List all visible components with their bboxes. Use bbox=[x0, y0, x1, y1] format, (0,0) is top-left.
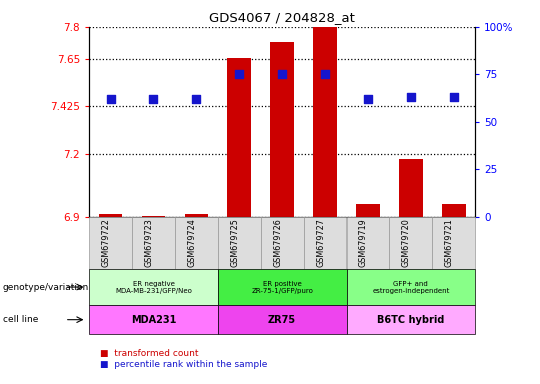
Text: GSM679722: GSM679722 bbox=[102, 218, 111, 267]
Point bbox=[407, 94, 415, 100]
Text: ■  transformed count: ■ transformed count bbox=[100, 349, 198, 358]
Text: B6TC hybrid: B6TC hybrid bbox=[377, 314, 444, 325]
Point bbox=[149, 96, 158, 102]
Point bbox=[449, 94, 458, 100]
Text: ■  percentile rank within the sample: ■ percentile rank within the sample bbox=[100, 360, 267, 369]
Text: genotype/variation: genotype/variation bbox=[3, 283, 89, 291]
Text: GSM679727: GSM679727 bbox=[316, 218, 325, 267]
Bar bbox=[271, 41, 294, 217]
Bar bbox=[99, 214, 123, 217]
Point bbox=[106, 96, 115, 102]
Text: ER positive
ZR-75-1/GFP/puro: ER positive ZR-75-1/GFP/puro bbox=[251, 281, 313, 293]
Point bbox=[192, 96, 201, 102]
Bar bbox=[356, 204, 380, 217]
Bar bbox=[141, 216, 165, 217]
Text: GSM679721: GSM679721 bbox=[445, 218, 454, 267]
Point bbox=[363, 96, 372, 102]
Bar bbox=[185, 214, 208, 217]
Text: cell line: cell line bbox=[3, 315, 38, 324]
Title: GDS4067 / 204828_at: GDS4067 / 204828_at bbox=[209, 11, 355, 24]
Text: GSM679723: GSM679723 bbox=[145, 218, 153, 267]
Text: MDA231: MDA231 bbox=[131, 314, 176, 325]
Text: ER negative
MDA-MB-231/GFP/Neo: ER negative MDA-MB-231/GFP/Neo bbox=[115, 281, 192, 293]
Bar bbox=[399, 159, 423, 217]
Text: ZR75: ZR75 bbox=[268, 314, 296, 325]
Bar bbox=[313, 27, 337, 217]
Text: GSM679725: GSM679725 bbox=[230, 218, 239, 267]
Point bbox=[321, 71, 329, 78]
Text: GSM679719: GSM679719 bbox=[359, 218, 368, 267]
Text: GSM679724: GSM679724 bbox=[187, 218, 197, 267]
Text: GSM679720: GSM679720 bbox=[402, 218, 411, 267]
Text: GSM679726: GSM679726 bbox=[273, 218, 282, 267]
Bar bbox=[227, 58, 251, 217]
Point bbox=[235, 71, 244, 78]
Bar bbox=[442, 204, 465, 217]
Text: GFP+ and
estrogen-independent: GFP+ and estrogen-independent bbox=[372, 281, 449, 293]
Point bbox=[278, 71, 286, 78]
